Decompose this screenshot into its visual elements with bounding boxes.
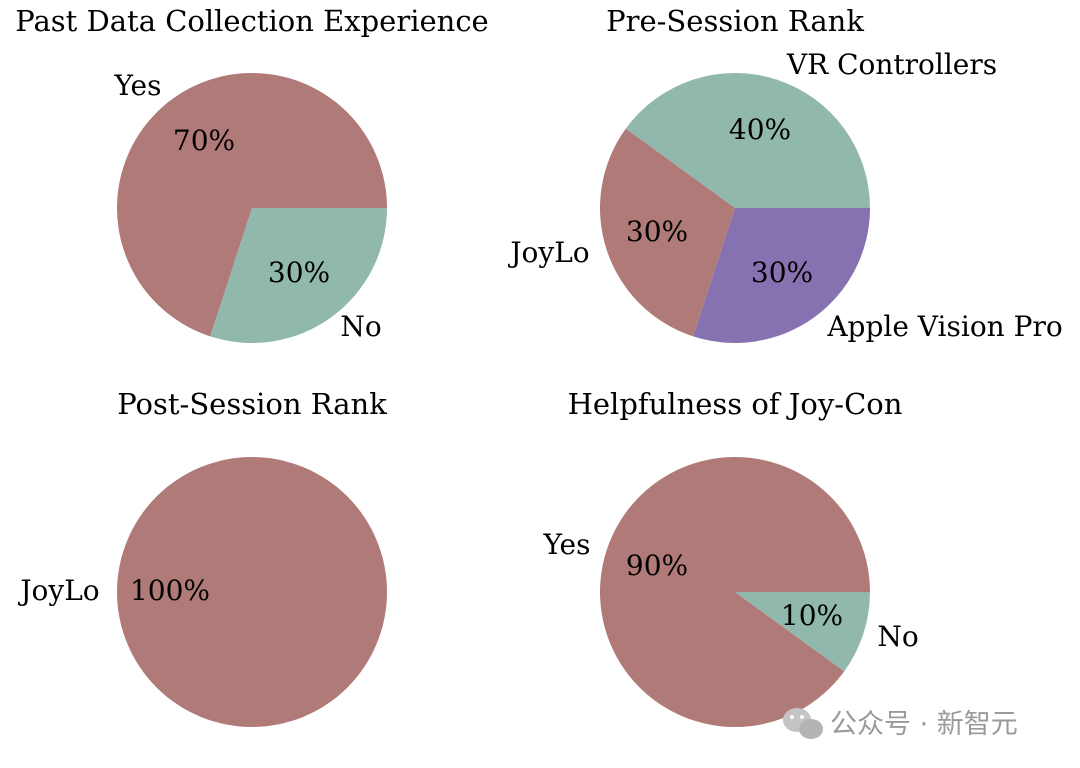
slice-label-vr-controllers: VR Controllers [786, 48, 997, 81]
pie-past-data-collection: Past Data Collection Experience Yes 70% … [15, 4, 488, 343]
pie-helpfulness-joy-con: Helpfulness of Joy-Con Yes 90% 10% No [543, 387, 919, 728]
slice-pct-no: 10% [781, 599, 843, 632]
pie-slice-joylo [599, 128, 735, 337]
pie-slice-vr-controllers [625, 72, 871, 209]
slice-label-joylo: JoyLo [507, 236, 589, 269]
slice-pct-yes: 90% [626, 549, 688, 582]
pie-slice-joylo [117, 457, 387, 727]
watermark: 公众号 · 新智元 [783, 708, 1018, 740]
wechat-icon [783, 708, 823, 739]
slice-pct-joylo: 100% [130, 574, 210, 607]
chart-title-post-session-rank: Post-Session Rank [117, 387, 387, 421]
pie-post-session-rank: Post-Session Rank JoyLo 100% [17, 387, 387, 727]
watermark-text: 公众号 · 新智元 [830, 709, 1018, 740]
slice-label-joylo: JoyLo [17, 574, 99, 607]
chart-title-past-data-collection: Past Data Collection Experience [15, 4, 488, 38]
slice-pct-no: 30% [268, 256, 330, 289]
pie-slice-no [735, 592, 870, 672]
slice-label-no: No [877, 620, 918, 653]
chart-title-pre-session-rank: Pre-Session Rank [606, 4, 864, 38]
pie-pre-session-rank: Pre-Session Rank VR Controllers 40% JoyL… [507, 4, 1062, 343]
slice-pct-vr-controllers: 40% [729, 113, 791, 146]
slice-label-apple-vision-pro: Apple Vision Pro [826, 310, 1062, 343]
pie-slice-yes [599, 457, 870, 728]
pie-slice-yes [117, 72, 387, 337]
pie-slice-no [210, 208, 387, 343]
pie-slice-apple-vision-pro [693, 208, 870, 343]
slice-label-yes: Yes [543, 528, 591, 561]
slice-label-yes: Yes [114, 69, 162, 102]
slice-pct-joylo: 30% [626, 215, 688, 248]
chart-title-helpfulness-joy-con: Helpfulness of Joy-Con [568, 387, 903, 421]
slice-pct-apple-vision-pro: 30% [751, 256, 813, 289]
slice-label-no: No [340, 310, 381, 343]
slice-pct-yes: 70% [173, 124, 235, 157]
